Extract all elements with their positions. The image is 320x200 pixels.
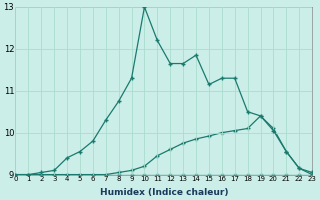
X-axis label: Humidex (Indice chaleur): Humidex (Indice chaleur) (100, 188, 228, 197)
